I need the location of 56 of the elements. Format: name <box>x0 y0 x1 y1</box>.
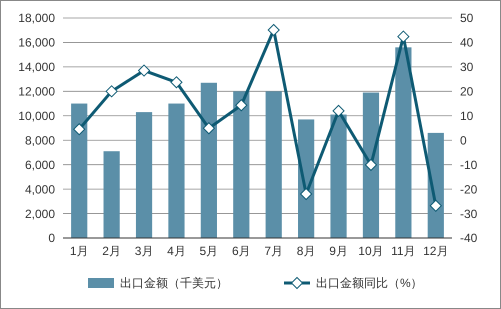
x-tick-label: 3月 <box>134 244 154 258</box>
y2-tick-label: -30 <box>460 206 478 221</box>
y-tick-label: 18,000 <box>18 11 56 26</box>
bar <box>395 47 412 238</box>
point <box>364 158 377 171</box>
x-tick-label: 1月 <box>70 244 89 258</box>
x-tick-label: 2月 <box>102 244 121 258</box>
y-tick-label: 16,000 <box>18 36 56 50</box>
x-tick-label: 9月 <box>329 244 348 258</box>
x-tick-label: 5月 <box>200 244 218 258</box>
point <box>397 30 410 43</box>
bar <box>71 104 88 238</box>
bar <box>136 112 152 238</box>
x-tick-label: 4月 <box>167 244 186 258</box>
bar <box>362 92 380 238</box>
bar <box>330 114 347 238</box>
y2-tick-label: -40 <box>460 231 478 246</box>
point <box>106 85 118 98</box>
point <box>332 104 345 117</box>
y2-tick-label: 10 <box>460 108 474 123</box>
y-tick-label: 0 <box>48 231 56 246</box>
y-tick-label: 8,000 <box>24 133 56 148</box>
bar <box>266 91 282 238</box>
bar <box>168 104 185 238</box>
x-tick-label: 11月 <box>391 244 416 258</box>
bar <box>200 82 217 238</box>
point <box>170 76 182 88</box>
x-tick-label: 7月 <box>264 244 284 258</box>
y-tick-label: 10,000 <box>18 108 56 123</box>
y-tick-label: 6,000 <box>24 158 56 172</box>
y-tick-label: 4,000 <box>24 182 56 196</box>
point <box>268 24 280 36</box>
x-tick-label: 10月 <box>358 244 384 258</box>
x-tick-label: 8月 <box>296 244 316 258</box>
point <box>138 64 150 77</box>
point <box>235 99 248 112</box>
y2-tick-label: 50 <box>460 11 474 26</box>
bar <box>104 151 120 238</box>
x-tick-label: 6月 <box>232 244 251 258</box>
y-tick-label: 12,000 <box>18 84 56 99</box>
point <box>430 200 442 212</box>
y2-tick-label: -10 <box>460 158 478 172</box>
y2-tick-label: 30 <box>460 60 474 74</box>
y2-tick-label: 20 <box>460 84 474 99</box>
y2-tick-label: 40 <box>460 36 474 50</box>
point <box>300 188 312 200</box>
y2-tick-label: -20 <box>460 182 478 196</box>
bar <box>233 91 250 238</box>
legend-label: 出口金额同比（%） <box>316 276 423 290</box>
point <box>202 122 215 134</box>
point <box>73 123 86 136</box>
y2-tick-label: 0 <box>460 133 467 148</box>
y-tick-label: 14,000 <box>18 60 56 74</box>
legend-label: 出口金额（千美元） <box>120 276 228 290</box>
y-tick-label: 2,000 <box>24 206 56 221</box>
x-tick-label: 12月 <box>423 244 448 258</box>
